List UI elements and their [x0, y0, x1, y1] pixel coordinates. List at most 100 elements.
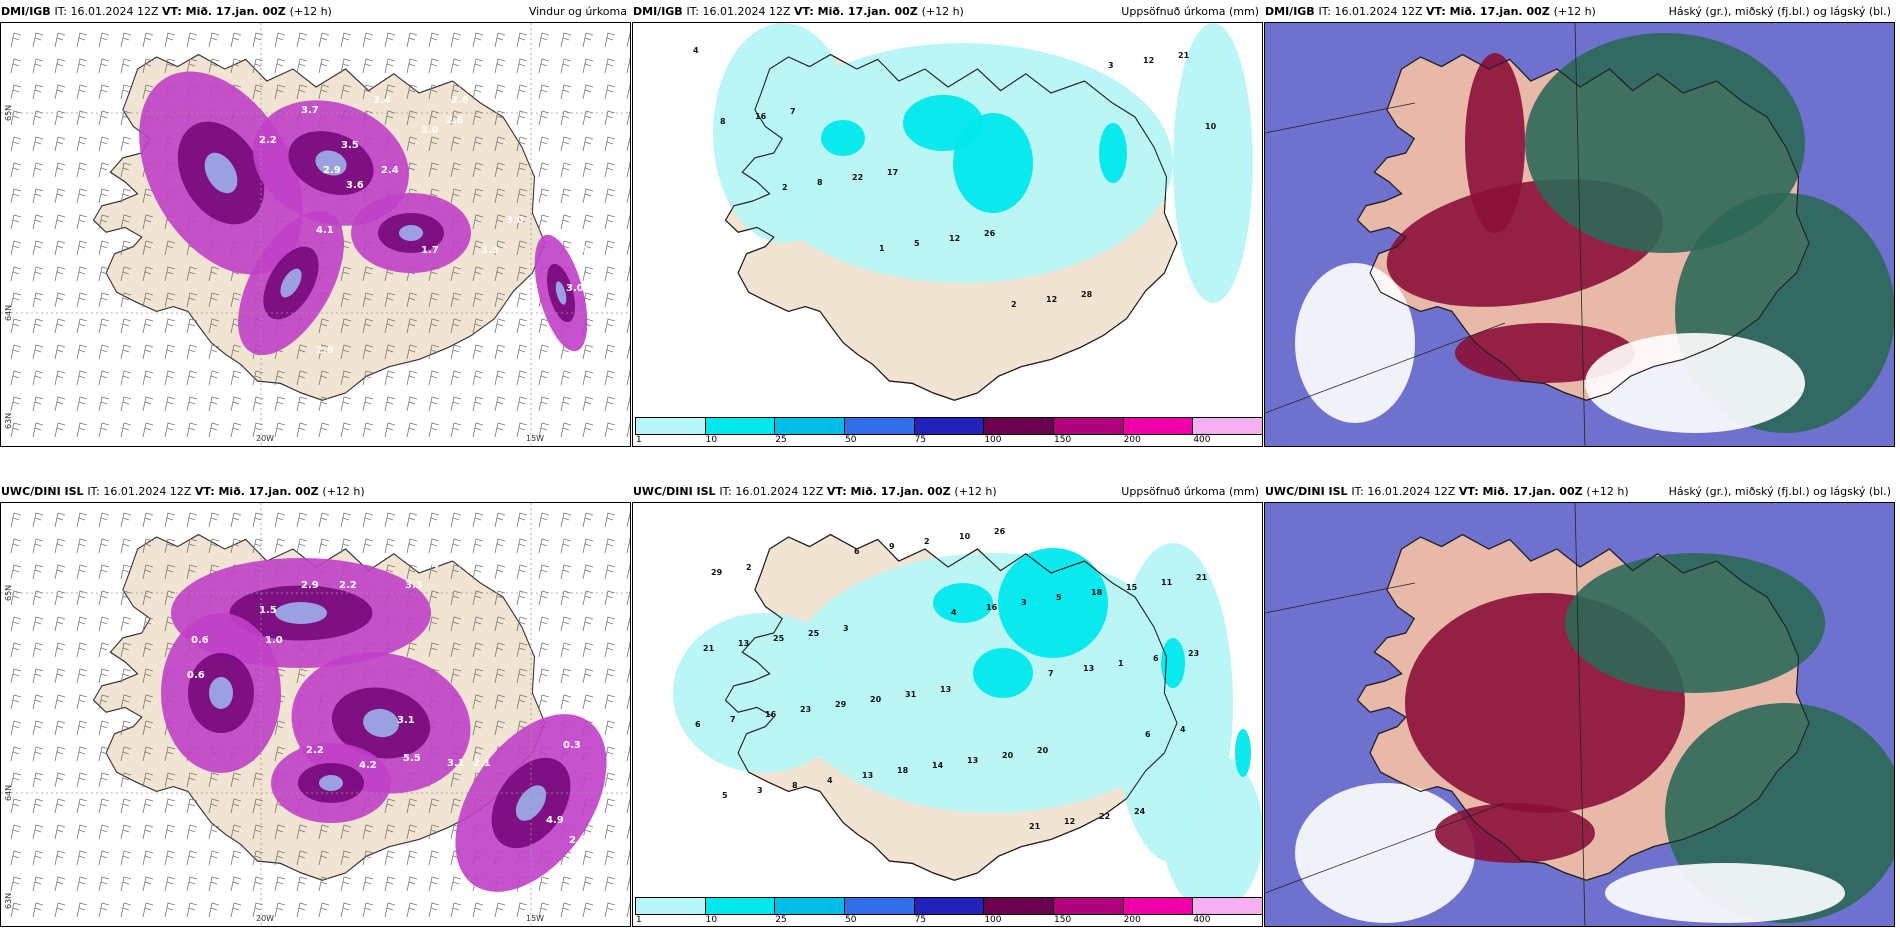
colorbar-tick: 75 [914, 915, 927, 925]
colorbar-segment [1053, 897, 1124, 915]
init-time: IT: 16.01.2024 12Z [719, 485, 827, 498]
map-canvas: 2313202429253120222125201312111329142115… [633, 503, 1262, 926]
colorbar-segment [1122, 417, 1194, 435]
precip-value: 29 [835, 700, 847, 709]
valid-time: VT: Mið. 17.jan. 00Z [1426, 5, 1554, 18]
precip-value: 12 [1046, 295, 1057, 304]
precip-value: 2 [924, 537, 930, 546]
graticule-label: 64N [4, 305, 13, 321]
precip-value: 1 [879, 244, 885, 253]
valid-time: VT: Mið. 17.jan. 00Z [826, 485, 955, 498]
colorbar-segment [704, 417, 776, 435]
panel-title: Háský (gr.), miðský (fj.bl.) og lágský (… [1668, 485, 1891, 498]
precip-label: 2.1 [473, 758, 491, 769]
model-name: DMI/IGB [1, 5, 55, 18]
precip-label: 0.3 [563, 740, 581, 751]
precip-value: 4 [827, 776, 833, 785]
colorbar-tick: 200 [1123, 915, 1141, 925]
colorbar-segment [704, 897, 776, 915]
precip-value: 8 [792, 781, 798, 790]
init-time: IT: 16.01.2024 12Z [686, 5, 794, 18]
precip-value: 8 [720, 117, 726, 126]
lead-time: (+12 h) [921, 5, 964, 18]
valid-time: VT: Mið. 17.jan. 00Z [794, 5, 922, 18]
precip-value: 21 [703, 644, 715, 653]
precip-label: 4.1 [316, 225, 334, 236]
model-name: DMI/IGB [633, 5, 687, 18]
colorbar-tick: 150 [1054, 915, 1072, 925]
precip-value: 4 [951, 608, 957, 617]
panel-header: UWC/DINI ISL IT: 16.01.2024 12Z VT: Mið.… [1265, 485, 1891, 499]
init-time: IT: 16.01.2024 12Z [87, 485, 195, 498]
precip-label: 5.5 [403, 753, 421, 764]
colorbar-segment [774, 897, 845, 915]
precip-value: 5 [722, 791, 728, 800]
graticule-label: 20W [256, 914, 274, 923]
colorbar-tick: 50 [845, 915, 857, 925]
precip-label: 2.4 [381, 165, 399, 176]
colorbar-segment [844, 897, 915, 915]
panel-title: Uppsöfnuð úrkoma (mm) [1121, 5, 1259, 18]
panel-header: DMI/IGB IT: 16.01.2024 12Z VT: Mið. 17.j… [633, 5, 1259, 19]
precip-value: 2 [1011, 300, 1017, 309]
precip-label: 3.3 [481, 245, 499, 256]
precip-label: 2.2 [339, 580, 357, 591]
precip-label: 4.2 [359, 760, 377, 771]
colorbar: 1 10 25 50 75 100 150 200 400 [635, 417, 1262, 445]
precip-value: 22 [852, 173, 863, 182]
precip-label: 3.1 [397, 715, 415, 726]
precip-label: 3.0 [566, 283, 584, 294]
valid-time: VT: Mið. 17.jan. 00Z [162, 5, 290, 18]
map-cloud [1264, 22, 1895, 447]
precip-value: 22 [1099, 812, 1110, 821]
precip-value: 21 [1196, 573, 1208, 582]
colorbar-tick: 100 [984, 435, 1002, 445]
panel-header: UWC/DINI ISL IT: 16.01.2024 12Z VT: Mið.… [633, 485, 1259, 499]
init-time: IT: 16.01.2024 12Z [1318, 5, 1426, 18]
colorbar-tick: 25 [775, 915, 787, 925]
graticule-label: 63N [4, 893, 13, 909]
panel-uwc-cloud: UWC/DINI ISL IT: 16.01.2024 12Z VT: Mið.… [1264, 480, 1895, 927]
precip-value: 6 [854, 547, 860, 556]
map-wind: 20W 15W 65N 64N 63N 2.9 2.2 3.3 2.4 1.5 1.0 0.6 0.6 2… [0, 502, 631, 927]
graticule-label: 63N [4, 413, 13, 429]
colorbar-tick: 100 [984, 915, 1002, 925]
panel-dmi-precip: DMI/IGB IT: 16.01.2024 12Z VT: Mið. 17.j… [632, 0, 1263, 447]
colorbar-segment [913, 897, 985, 915]
precip-label: 2.4 [421, 560, 439, 571]
precip-value: 12 [949, 234, 960, 243]
panel-uwc-wind: UWC/DINI ISL IT: 16.01.2024 12Z VT: Mið.… [0, 480, 631, 927]
precip-label: 2.2 [259, 135, 277, 146]
precip-label: 2.4 [569, 835, 587, 846]
map-wind: 20W 15W 65N 64N 63N 3.4 3.7 3.0 2.2 3.5 2.9 3.6 2.4 4… [0, 22, 631, 447]
panel-title: Uppsöfnuð úrkoma (mm) [1121, 485, 1259, 498]
precip-value: 3 [757, 786, 763, 795]
colorbar-tick: 50 [845, 435, 857, 445]
lead-time: (+12 h) [1553, 5, 1596, 18]
colorbar-tick: 1 [636, 435, 642, 445]
panel-dmi-cloud: DMI/IGB IT: 16.01.2024 12Z VT: Mið. 17.j… [1264, 0, 1895, 447]
precip-value: 20 [1002, 751, 1014, 760]
colorbar-tick: 150 [1054, 435, 1072, 445]
graticule-label: 15W [526, 914, 544, 923]
precip-label: 2.9 [316, 345, 334, 356]
map-canvas: 20W 15W 65N 64N 63N 3.4 3.7 3.0 2.2 3.5 2.9 3.6 2.4 4… [1, 23, 630, 446]
precip-label: 0.6 [191, 635, 209, 646]
valid-time: VT: Mið. 17.jan. 00Z [1458, 485, 1587, 498]
colorbar-segment [1192, 417, 1262, 435]
precip-value: 28 [1081, 290, 1093, 299]
precip-label: 1.7 [421, 245, 439, 256]
colorbar-segment [1122, 897, 1194, 915]
precip-value: 1 [1118, 659, 1124, 668]
graticule-label: 65N [4, 585, 13, 601]
graticule-label: 20W [256, 434, 274, 443]
precip-label: 1.0 [265, 635, 283, 646]
precip-value: 26 [994, 527, 1006, 536]
map-cloud [1264, 502, 1895, 927]
model-name: DMI/IGB [1265, 5, 1319, 18]
precip-label: 2.6 [451, 95, 469, 106]
precip-value: 26 [984, 229, 996, 238]
precip-value: 3 [843, 624, 849, 633]
precip-label: 2.9 [323, 165, 341, 176]
